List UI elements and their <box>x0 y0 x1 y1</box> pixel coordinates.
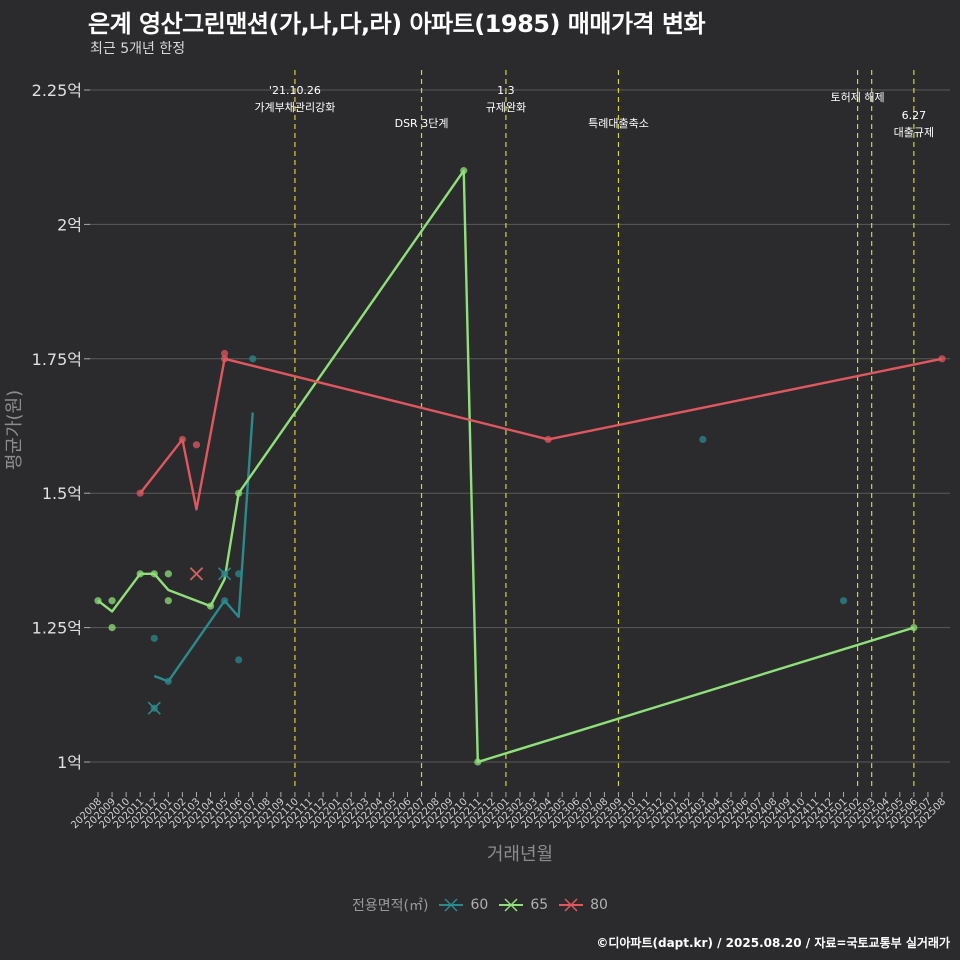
legend-title: 전용면적(㎡) <box>352 898 429 914</box>
data-point-65 <box>108 597 116 605</box>
cancel-stroke <box>218 567 232 581</box>
cancel-stroke <box>147 701 161 715</box>
chart-title: 은계 영산그린맨션(가,나,다,라) 아파트(1985) 매매가격 변화 <box>88 10 706 38</box>
legend-item-80: 80 <box>558 897 608 913</box>
y-axis-label: 평균가(원) <box>4 390 25 470</box>
data-point-80 <box>192 441 201 449</box>
legend-key-65-icon <box>499 898 524 912</box>
event-label: 6.27 <box>902 109 927 122</box>
cancelled-mark-60 <box>147 701 161 715</box>
event-label: 토허제 해제 <box>831 90 885 104</box>
data-point-60 <box>839 597 848 605</box>
data-point-65 <box>235 489 243 497</box>
data-points <box>94 167 946 766</box>
data-point-60 <box>235 570 243 578</box>
data-point-65 <box>460 167 468 175</box>
legend: 전용면적(㎡) 60 65 80 <box>0 895 960 915</box>
event-label: 가계부채관리강화 <box>254 101 335 114</box>
event-label: 특례대출축소 <box>588 117 649 130</box>
legend-key-60-icon <box>439 898 464 912</box>
legend-item-60: 60 <box>438 897 488 913</box>
series-line-60 <box>153 412 254 683</box>
legend-key-80-icon <box>559 898 584 912</box>
event-label: 규제완화 <box>486 101 526 114</box>
cancel-stroke <box>189 567 204 581</box>
data-point-65 <box>164 597 172 605</box>
cancelled-mark-60 <box>218 567 232 581</box>
series-lines <box>97 169 943 764</box>
data-point-80 <box>178 435 186 444</box>
data-point-80 <box>136 489 144 497</box>
event-label: '21.10.26 <box>269 84 321 97</box>
y-axis: 1억 1.25억 1.5억 1.75억 2억 2.25억 <box>32 81 90 772</box>
x-axis: 2020082020092020102020112020122021012021… <box>69 792 948 831</box>
y-tick-label: 1.5억 <box>42 484 82 503</box>
data-point-65 <box>164 570 172 578</box>
event-label: DSR 3단계 <box>395 117 449 130</box>
series-line-80 <box>139 357 943 511</box>
data-point-80 <box>221 349 229 358</box>
data-point-60 <box>164 677 172 685</box>
data-point-65 <box>94 597 102 605</box>
data-point-80 <box>544 435 552 444</box>
data-point-60 <box>699 435 707 444</box>
data-point-65 <box>150 570 158 578</box>
y-tick-label: 1.75억 <box>32 350 82 369</box>
data-point-65 <box>206 602 215 610</box>
y-tick-label: 1.25억 <box>32 619 82 638</box>
data-point-80 <box>938 355 946 363</box>
data-point-65 <box>910 624 918 632</box>
data-point-65 <box>136 570 144 578</box>
event-label: 1.3 <box>497 84 515 97</box>
event-label: 대출규제 <box>894 126 934 139</box>
data-point-60 <box>221 597 229 605</box>
legend-item-65: 65 <box>498 897 548 913</box>
source-footer: ©디아파트(dapt.kr) / 2025.08.20 / 자료=국토교통부 실… <box>596 936 950 950</box>
data-point-60 <box>235 656 243 664</box>
legend-label-80: 80 <box>590 897 608 913</box>
cancelled-mark-80 <box>189 567 204 581</box>
y-tick-label: 2.25억 <box>32 81 82 100</box>
y-tick-label: 2억 <box>57 215 82 234</box>
legend-label-65: 65 <box>530 897 549 913</box>
data-point-65 <box>108 624 116 632</box>
y-tick-label: 1억 <box>57 753 82 772</box>
data-point-65 <box>474 758 482 766</box>
x-axis-label: 거래년월 <box>487 844 553 865</box>
legend-label-60: 60 <box>470 897 489 913</box>
data-point-60 <box>249 355 257 363</box>
grid-lines <box>88 89 950 763</box>
chart-subtitle: 최근 5개년 한정 <box>90 41 186 57</box>
data-point-60 <box>150 634 158 642</box>
data-point-80 <box>221 355 229 363</box>
